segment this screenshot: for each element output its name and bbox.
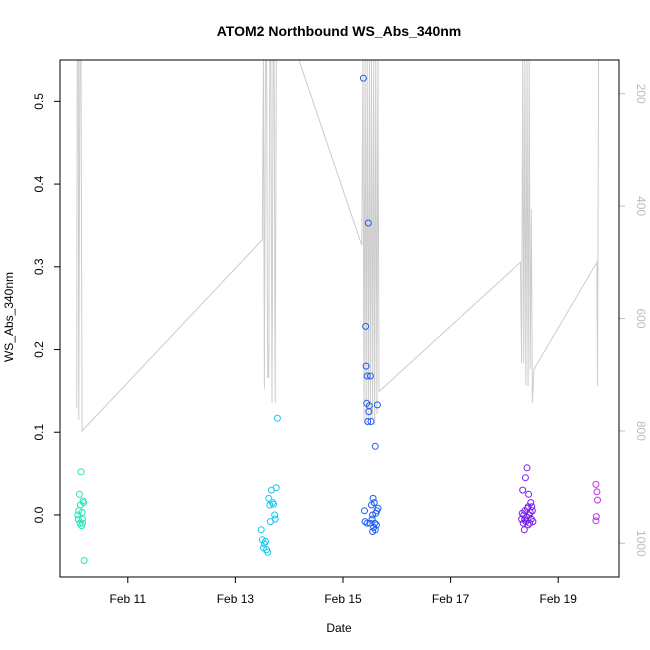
y-tick-label: 0.2: [32, 341, 46, 358]
data-point: [366, 372, 374, 380]
data-point: [262, 537, 269, 545]
data-point: [257, 526, 265, 534]
data-point: [271, 515, 279, 523]
data-point: [529, 518, 537, 526]
chart-title: ATOM2 Northbound WS_Abs_340nm: [217, 23, 462, 39]
data-point: [359, 74, 367, 82]
data-point: [370, 499, 378, 507]
secondary-y-tick-label: 200: [634, 84, 648, 104]
data-point: [520, 526, 528, 534]
data-point: [365, 402, 373, 410]
data-point: [592, 517, 600, 525]
data-point: [592, 480, 600, 488]
data-point: [361, 507, 368, 515]
data-point: [80, 499, 88, 507]
data-point: [594, 496, 601, 504]
data-point: [363, 372, 371, 380]
data-point: [372, 521, 380, 529]
data-point: [369, 494, 377, 502]
points-layer: [74, 74, 601, 564]
x-tick-label: Feb 11: [110, 592, 147, 606]
data-point: [270, 500, 278, 508]
data-point: [366, 519, 374, 527]
data-point: [371, 442, 379, 450]
y-tick-label: 0.3: [32, 258, 46, 275]
data-point: [362, 322, 370, 330]
x-tick-label: Feb 13: [217, 592, 255, 606]
data-point: [272, 484, 280, 492]
secondary-y-tick-label: 400: [634, 196, 648, 216]
data-point: [269, 499, 276, 507]
axes-layer: Feb 11 Feb 13 Feb 15 Feb 17 Feb 19 0.0 0.1 0.2 0…: [32, 84, 648, 606]
data-point: [80, 557, 88, 564]
data-point: [361, 518, 369, 526]
data-point: [521, 474, 529, 482]
data-point: [373, 401, 381, 409]
x-tick-label: Feb 19: [540, 592, 578, 606]
x-axis-label: Date: [326, 621, 352, 635]
data-point: [74, 515, 82, 523]
data-point: [521, 515, 529, 523]
y-axis-label: WS_Abs_340nm: [2, 272, 16, 362]
x-tick-label: Feb 15: [324, 592, 362, 606]
data-point: [364, 418, 372, 425]
data-point: [79, 519, 87, 527]
data-point: [371, 526, 379, 534]
data-point: [271, 511, 279, 519]
data-point: [364, 219, 372, 227]
secondary-y-tick-label: 800: [634, 421, 648, 441]
data-point: [264, 548, 272, 556]
y-tick-label: 0.0: [32, 506, 46, 523]
data-point: [78, 509, 86, 516]
data-point: [77, 468, 85, 476]
y-tick-label: 0.5: [32, 93, 46, 110]
data-point: [528, 507, 536, 515]
data-point: [265, 494, 273, 502]
data-point: [525, 490, 533, 498]
data-point: [362, 362, 370, 370]
plot-frame: [59, 59, 620, 578]
secondary-series-line: [76, 60, 600, 433]
data-point: [273, 414, 281, 422]
data-point: [518, 509, 526, 517]
data-point: [523, 464, 531, 472]
data-point: [374, 504, 382, 512]
data-point: [524, 503, 532, 511]
secondary-line-layer: [76, 60, 600, 433]
data-point: [79, 515, 87, 523]
data-point: [367, 418, 375, 425]
x-tick-label: Feb 17: [432, 592, 470, 606]
y-tick-label: 0.1: [32, 424, 46, 441]
data-point: [75, 490, 83, 498]
data-point: [363, 519, 371, 527]
data-point: [519, 486, 527, 494]
secondary-y-tick-label: 600: [634, 308, 648, 328]
data-point: [528, 503, 536, 511]
data-point: [592, 513, 600, 521]
y-tick-label: 0.4: [32, 175, 46, 192]
secondary-y-tick-label: 1000: [634, 530, 648, 557]
data-point: [593, 488, 601, 496]
data-point: [371, 519, 379, 527]
data-point: [524, 521, 532, 529]
